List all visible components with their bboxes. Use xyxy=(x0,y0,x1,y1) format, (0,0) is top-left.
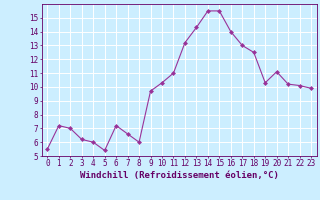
X-axis label: Windchill (Refroidissement éolien,°C): Windchill (Refroidissement éolien,°C) xyxy=(80,171,279,180)
